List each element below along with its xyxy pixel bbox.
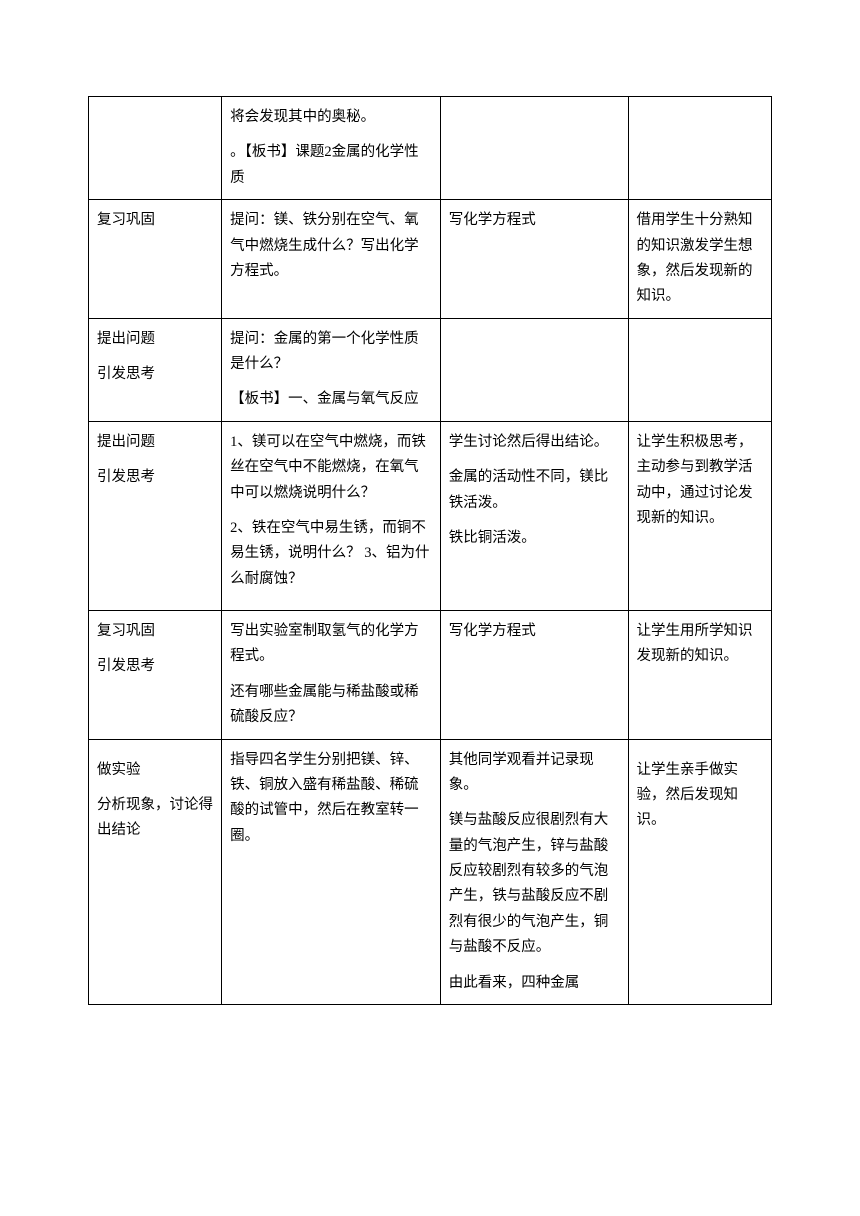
- cell-stage: 提出问题 引发思考: [89, 318, 222, 421]
- cell-text: 让学生亲手做实验，然后发现知识。: [637, 758, 763, 834]
- cell-student: 写化学方程式: [440, 611, 628, 740]
- cell-text: 还有哪些金属能与稀盐酸或稀硫酸反应？: [230, 680, 432, 731]
- cell-text: 。【板书】课题2金属的化学性质: [230, 140, 432, 191]
- cell-text: 金属的活动性不同，镁比铁活泼。: [449, 465, 620, 516]
- cell-text: 铁比铜活泼。: [449, 526, 620, 551]
- table-row: 将会发现其中的奥秘。 。【板书】课题2金属的化学性质: [89, 97, 772, 200]
- cell-intent: 借用学生十分熟知的知识激发学生想象，然后发现新的知识。: [628, 200, 771, 319]
- cell-text: 由此看来，四种金属: [449, 971, 620, 996]
- cell-text: 分析现象，讨论得出结论: [97, 793, 213, 844]
- table-row: 提出问题 引发思考 1、镁可以在空气中燃烧，而铁丝在空气中不能燃烧，在氧气中可以…: [89, 421, 772, 610]
- cell-text: 引发思考: [97, 362, 213, 387]
- cell-intent: [628, 97, 771, 200]
- cell-text: 将会发现其中的奥秘。: [230, 105, 432, 130]
- cell-text: 提问：镁、铁分别在空气、氧气中燃烧生成什么？写出化学方程式。: [230, 208, 432, 284]
- cell-text: 复习巩固: [97, 212, 155, 228]
- cell-text: 指导四名学生分别把镁、锌、铁、铜放入盛有稀盐酸、稀硫酸的试管中，然后在教室转一圈…: [230, 748, 432, 850]
- cell-teacher: 提问：金属的第一个化学性质是什么？ 【板书】一、金属与氧气反应: [222, 318, 441, 421]
- cell-student: 写化学方程式: [440, 200, 628, 319]
- cell-text: 写出实验室制取氢气的化学方程式。: [230, 619, 432, 670]
- cell-text: 提出问题: [97, 327, 213, 352]
- cell-teacher: 写出实验室制取氢气的化学方程式。 还有哪些金属能与稀盐酸或稀硫酸反应？: [222, 611, 441, 740]
- table-row: 提出问题 引发思考 提问：金属的第一个化学性质是什么？ 【板书】一、金属与氧气反…: [89, 318, 772, 421]
- cell-text: 引发思考: [97, 465, 213, 490]
- cell-stage: 复习巩固 引发思考: [89, 611, 222, 740]
- cell-text: 镁与盐酸反应很剧烈有大量的气泡产生，锌与盐酸反应较剧烈有较多的气泡产生，铁与盐酸…: [449, 808, 620, 960]
- cell-text: 其他同学观看并记录现象。: [449, 748, 620, 799]
- cell-text: 1、镁可以在空气中燃烧，而铁丝在空气中不能燃烧，在氧气中可以燃烧说明什么？: [230, 430, 432, 506]
- cell-stage: 复习巩固: [89, 200, 222, 319]
- cell-text: 引发思考: [97, 654, 213, 679]
- table-row: 复习巩固 引发思考 写出实验室制取氢气的化学方程式。 还有哪些金属能与稀盐酸或稀…: [89, 611, 772, 740]
- cell-text: 做实验: [97, 758, 213, 783]
- cell-teacher: 1、镁可以在空气中燃烧，而铁丝在空气中不能燃烧，在氧气中可以燃烧说明什么？ 2、…: [222, 421, 441, 610]
- cell-text: 提问：金属的第一个化学性质是什么？: [230, 327, 432, 378]
- cell-intent: 让学生亲手做实验，然后发现知识。: [628, 739, 771, 1004]
- cell-text: 【板书】一、金属与氧气反应: [230, 387, 432, 412]
- cell-teacher: 指导四名学生分别把镁、锌、铁、铜放入盛有稀盐酸、稀硫酸的试管中，然后在教室转一圈…: [222, 739, 441, 1004]
- table-body: 将会发现其中的奥秘。 。【板书】课题2金属的化学性质 复习巩固 提问：镁、铁分别…: [89, 97, 772, 1005]
- cell-student: 学生讨论然后得出结论。 金属的活动性不同，镁比铁活泼。 铁比铜活泼。: [440, 421, 628, 610]
- cell-stage: 做实验 分析现象，讨论得出结论: [89, 739, 222, 1004]
- cell-text: 让学生用所学知识发现新的知识。: [637, 623, 753, 664]
- table-row: 做实验 分析现象，讨论得出结论 指导四名学生分别把镁、锌、铁、铜放入盛有稀盐酸、…: [89, 739, 772, 1004]
- cell-text: 让学生积极思考，主动参与到教学活动中，通过讨论发现新的知识。: [637, 434, 753, 526]
- cell-text: 写化学方程式: [449, 212, 536, 228]
- cell-teacher: 提问：镁、铁分别在空气、氧气中燃烧生成什么？写出化学方程式。: [222, 200, 441, 319]
- cell-stage: 提出问题 引发思考: [89, 421, 222, 610]
- cell-text: 学生讨论然后得出结论。: [449, 430, 620, 455]
- cell-text: 2、铁在空气中易生锈，而铜不易生锈，说明什么？ 3、铝为什么耐腐蚀？: [230, 516, 432, 592]
- lesson-plan-table: 将会发现其中的奥秘。 。【板书】课题2金属的化学性质 复习巩固 提问：镁、铁分别…: [88, 96, 772, 1005]
- cell-intent: 让学生用所学知识发现新的知识。: [628, 611, 771, 740]
- cell-intent: [628, 318, 771, 421]
- table-row: 复习巩固 提问：镁、铁分别在空气、氧气中燃烧生成什么？写出化学方程式。 写化学方…: [89, 200, 772, 319]
- cell-text: 复习巩固: [97, 619, 213, 644]
- cell-student: [440, 97, 628, 200]
- cell-text: 提出问题: [97, 430, 213, 455]
- cell-teacher: 将会发现其中的奥秘。 。【板书】课题2金属的化学性质: [222, 97, 441, 200]
- cell-stage: [89, 97, 222, 200]
- cell-intent: 让学生积极思考，主动参与到教学活动中，通过讨论发现新的知识。: [628, 421, 771, 610]
- cell-student: [440, 318, 628, 421]
- cell-student: 其他同学观看并记录现象。 镁与盐酸反应很剧烈有大量的气泡产生，锌与盐酸反应较剧烈…: [440, 739, 628, 1004]
- cell-text: 借用学生十分熟知的知识激发学生想象，然后发现新的知识。: [637, 212, 753, 304]
- cell-text: 写化学方程式: [449, 623, 536, 639]
